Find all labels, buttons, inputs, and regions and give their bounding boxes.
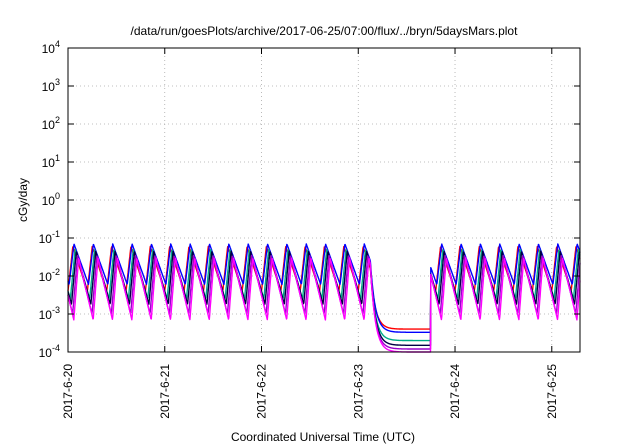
y-tick-label: 10-2 (39, 267, 60, 284)
y-tick-label: 102 (42, 115, 60, 132)
y-tick-label: 103 (42, 77, 60, 94)
grid (68, 48, 580, 352)
x-tick-label: 2017-6-22 (255, 364, 269, 419)
series-line (67, 243, 581, 333)
y-tick-label: 10-3 (39, 305, 60, 322)
x-tick-label: 2017-6-24 (448, 364, 462, 419)
chart-title: /data/run/goesPlots/archive/2017-06-25/0… (131, 24, 519, 38)
y-tick-label: 100 (42, 191, 60, 208)
x-ticks: 2017-6-20 2017-6-21 2017-6-22 2017-6-23 2017… (61, 48, 559, 419)
x-tick-label: 2017-6-25 (545, 364, 559, 419)
y-tick-label: 10-1 (39, 229, 60, 246)
x-tick-label: 2017-6-20 (61, 364, 75, 419)
y-tick-label: 101 (42, 153, 60, 170)
series-group (67, 243, 581, 353)
x-axis-label: Coordinated Universal Time (UTC) (231, 430, 415, 444)
plot-frame (67, 47, 581, 353)
series-line (67, 257, 581, 353)
y-tick-label: 10-4 (39, 343, 60, 360)
y-axis-label: cGy/day (16, 178, 30, 222)
x-tick-label: 2017-6-21 (158, 364, 172, 419)
y-tick-label: 104 (42, 39, 60, 56)
x-tick-label: 2017-6-23 (351, 364, 365, 419)
series-line (67, 250, 581, 346)
